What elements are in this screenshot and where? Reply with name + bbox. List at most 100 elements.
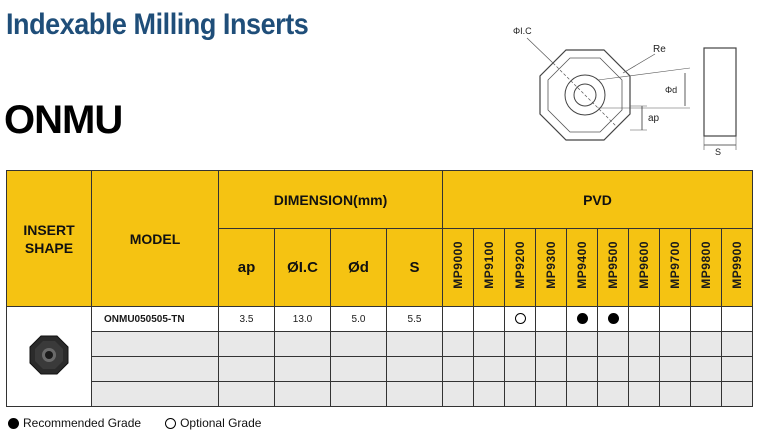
grade-cell xyxy=(690,331,722,357)
page-title: Indexable Milling Inserts xyxy=(6,8,309,41)
ic-cell xyxy=(274,381,331,407)
recommended-dot-icon xyxy=(607,313,619,325)
grade-cell xyxy=(597,381,629,407)
grade-cell xyxy=(535,381,567,407)
ap-cell xyxy=(218,381,275,407)
grade-cell xyxy=(566,381,598,407)
ic-cell xyxy=(274,356,331,382)
header-ap: ap xyxy=(218,228,275,307)
grade-cell xyxy=(566,331,598,357)
grade-cell xyxy=(442,306,474,332)
grade-cell xyxy=(690,381,722,407)
d-cell xyxy=(330,331,387,357)
header-model: MODEL xyxy=(91,170,219,307)
grade-cell xyxy=(504,306,536,332)
header-s: S xyxy=(386,228,443,307)
d-dim-top xyxy=(597,67,691,81)
grade-header: MP9300 xyxy=(535,228,567,307)
legend-recommended: Recommended Grade xyxy=(23,416,142,430)
grade-header: MP9800 xyxy=(690,228,722,307)
header-d: Ød xyxy=(330,228,387,307)
grade-header: MP9400 xyxy=(566,228,598,307)
grade-cell xyxy=(690,356,722,382)
ic-leader xyxy=(526,37,554,64)
grade-cell xyxy=(628,356,660,382)
grade-cell xyxy=(442,381,474,407)
grade-cell xyxy=(597,331,629,357)
optional-dot-icon xyxy=(165,417,177,429)
grade-header: MP9200 xyxy=(504,228,536,307)
grade-cell xyxy=(504,331,536,357)
ap-cell xyxy=(218,356,275,382)
grade-cell xyxy=(721,356,753,382)
table-row xyxy=(7,331,753,357)
header-insert-shape: INSERT SHAPE xyxy=(6,170,92,307)
grade-cell xyxy=(504,356,536,382)
recommended-dot-icon xyxy=(576,313,588,325)
legend-optional: Optional Grade xyxy=(180,416,262,430)
s-cell: 5.5 xyxy=(386,306,443,332)
grade-cell xyxy=(659,356,691,382)
grade-cell xyxy=(721,306,753,332)
grade-cell xyxy=(535,306,567,332)
grade-cell xyxy=(566,306,598,332)
grade-legend: Recommended Grade Optional Grade xyxy=(8,416,261,430)
header-dimension: DIMENSION(mm) xyxy=(218,170,443,229)
grade-cell xyxy=(535,356,567,382)
grade-header: MP9900 xyxy=(721,228,753,307)
grade-cell xyxy=(721,331,753,357)
d-cell: 5.0 xyxy=(330,306,387,332)
s-cell xyxy=(386,331,443,357)
insert-dimension-diagram: ΦI.C Re Φd ap S xyxy=(513,26,737,157)
insert-code-title: ONMU xyxy=(4,98,123,142)
grade-cell xyxy=(659,306,691,332)
d-cell xyxy=(330,356,387,382)
model-cell xyxy=(91,356,219,382)
grade-cell xyxy=(504,381,536,407)
insert-photo-icon xyxy=(29,335,69,375)
grade-cell xyxy=(566,356,598,382)
insert-shape-image xyxy=(6,306,92,407)
grade-cell xyxy=(442,356,474,382)
grade-header: MP9100 xyxy=(473,228,505,307)
grade-cell xyxy=(628,381,660,407)
d-cell xyxy=(330,381,387,407)
grade-cell xyxy=(473,331,505,357)
grade-header: MP9700 xyxy=(659,228,691,307)
ic-diameter-line xyxy=(552,62,618,128)
insert-side-view xyxy=(703,47,737,137)
table-row xyxy=(7,356,753,382)
label-re: Re xyxy=(653,44,666,55)
grade-cell xyxy=(690,306,722,332)
grade-cell xyxy=(597,356,629,382)
table-row xyxy=(7,381,753,407)
label-ap: ap xyxy=(648,113,660,124)
s-cell xyxy=(386,381,443,407)
ap-cell: 3.5 xyxy=(218,306,275,332)
optional-dot-icon xyxy=(514,313,526,325)
grade-cell xyxy=(721,381,753,407)
label-d: Φd xyxy=(665,85,677,95)
header-pvd: PVD xyxy=(442,170,753,229)
re-leader xyxy=(622,53,656,74)
ic-cell xyxy=(274,331,331,357)
header-ic: ØI.C xyxy=(274,228,331,307)
recommended-dot-icon xyxy=(8,417,19,429)
model-cell: ONMU050505-TN xyxy=(91,306,219,332)
model-cell xyxy=(91,331,219,357)
table-row: ONMU050505-TN 3.5 13.0 5.0 5.5 xyxy=(6,306,753,407)
grade-cell xyxy=(442,331,474,357)
grade-header: MP9000 xyxy=(442,228,474,307)
grade-cell xyxy=(659,331,691,357)
grade-cell xyxy=(597,306,629,332)
grade-cell xyxy=(473,356,505,382)
ap-cell xyxy=(218,331,275,357)
label-ic: ΦI.C xyxy=(513,26,532,36)
grade-header: MP9500 xyxy=(597,228,629,307)
label-s: S xyxy=(715,147,721,157)
s-cell xyxy=(386,356,443,382)
insert-spec-table: INSERT SHAPE MODEL DIMENSION(mm) PVD ap … xyxy=(6,170,753,407)
model-cell xyxy=(91,381,219,407)
grade-cell xyxy=(473,306,505,332)
grade-cell xyxy=(628,331,660,357)
